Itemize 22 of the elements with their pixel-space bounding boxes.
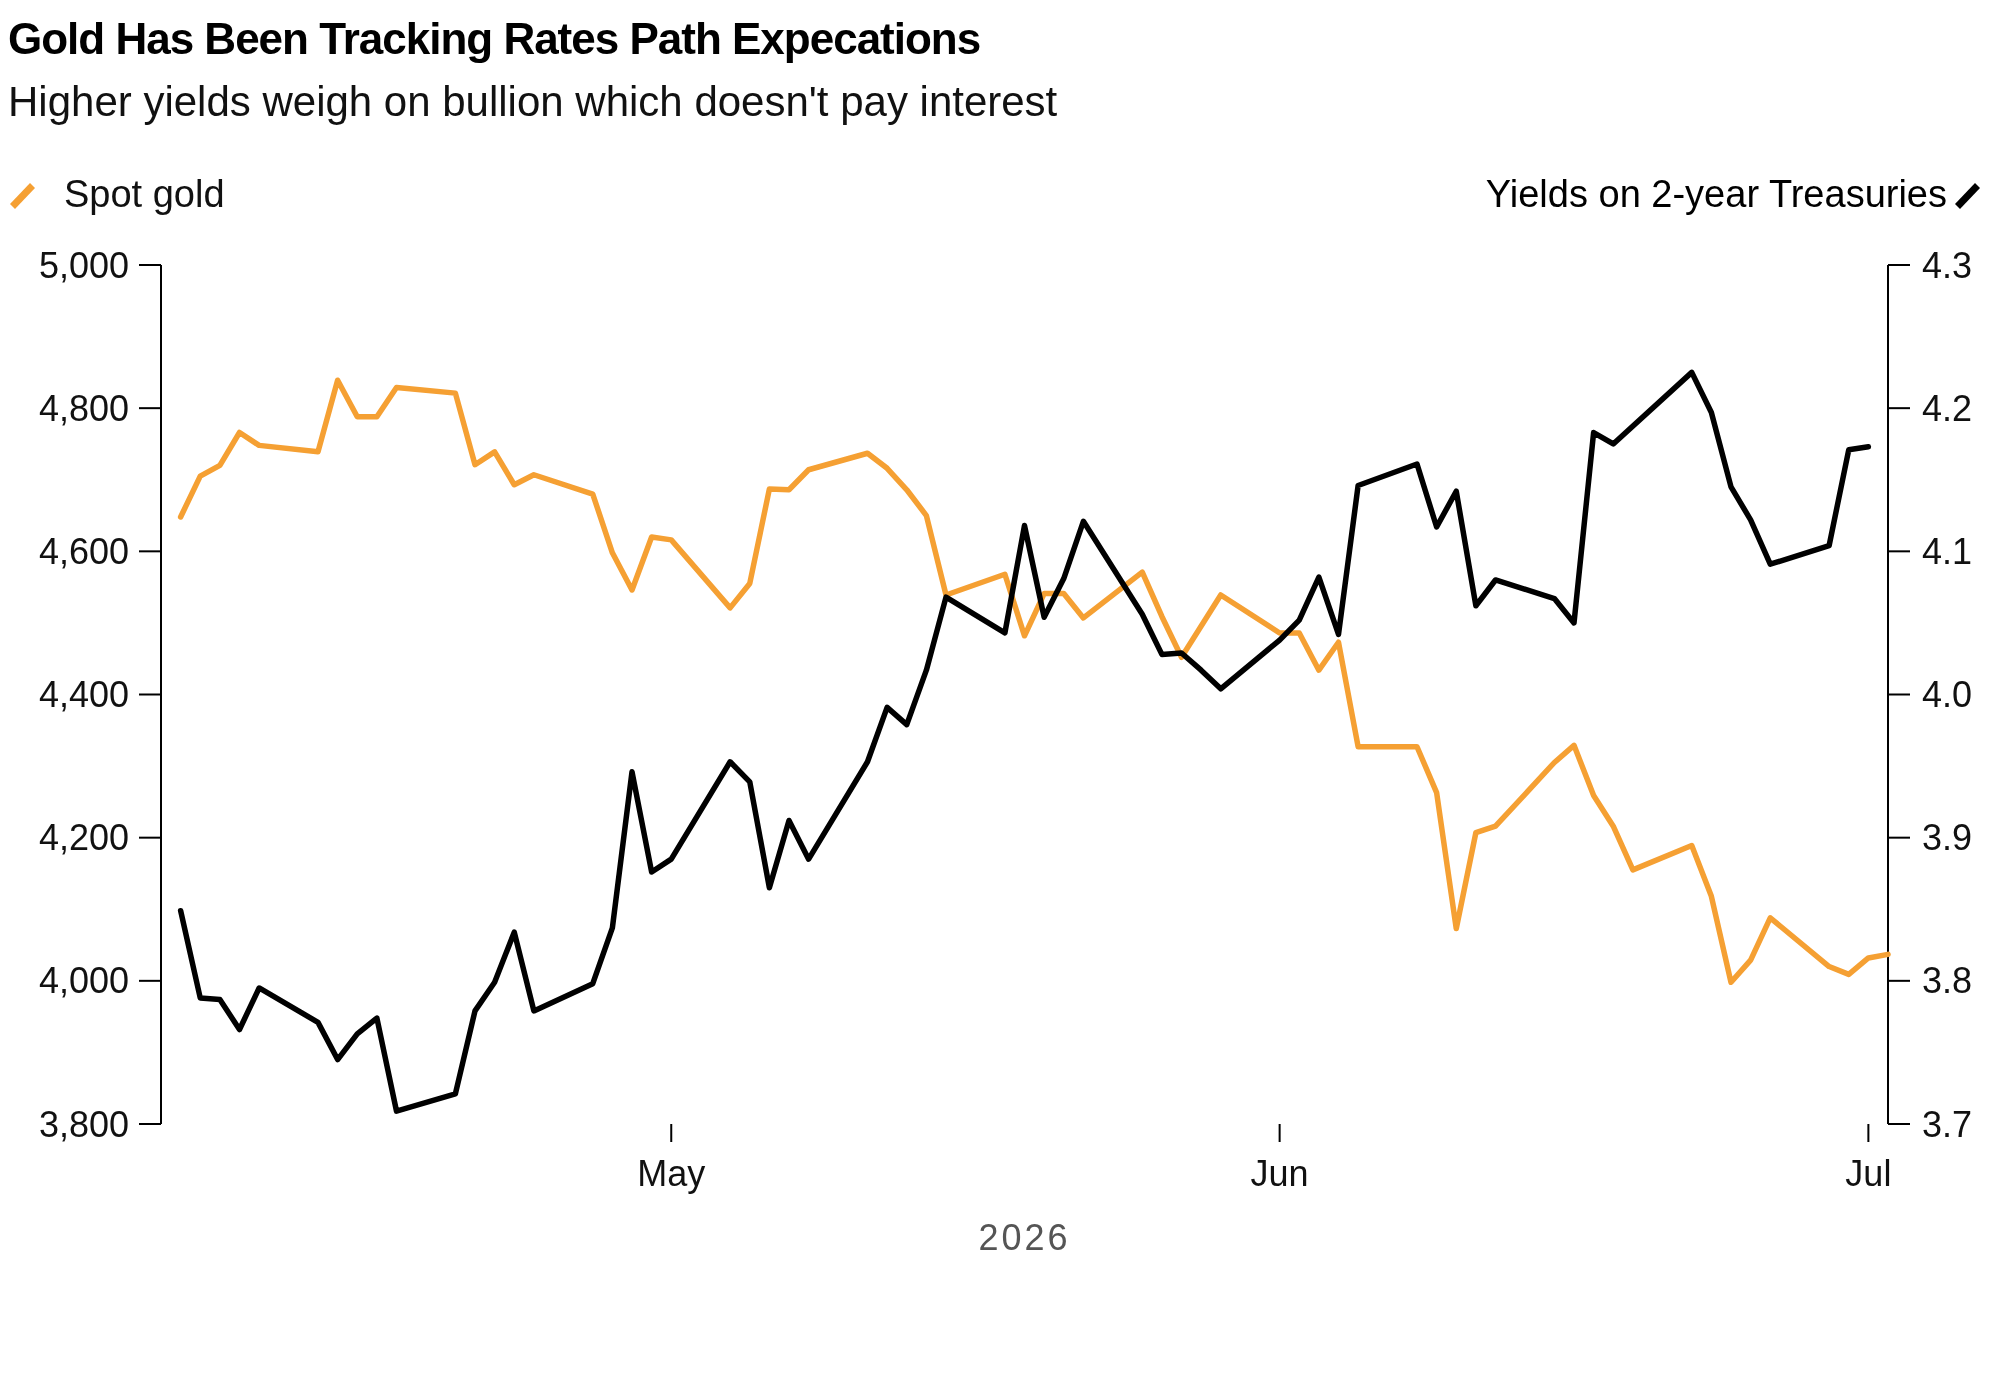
y-tick-label: 4,600 <box>38 530 129 572</box>
y2-tick-label: 3.7 <box>1922 1103 1973 1145</box>
y-tick-label: 4,200 <box>38 817 129 859</box>
text: Yields on 2-year Treasuries <box>1485 173 1947 215</box>
y2-tick-label: 3.8 <box>1922 960 1973 1002</box>
chart-subtitle: Higher yields weigh on bullion which doesn't pay interest <box>8 78 1058 125</box>
x-tick-label: Jul <box>1845 1153 1892 1194</box>
y-tick-label: 4,800 <box>38 387 129 429</box>
y-tick-label: 4,000 <box>38 960 129 1002</box>
x-axis-title: 2026 <box>978 1217 1071 1258</box>
y2-tick-label: 3.9 <box>1922 817 1973 859</box>
x-tick-label: May <box>637 1153 706 1194</box>
chart-title: Gold Has Been Tracking Rates Path Expecations <box>8 14 981 63</box>
y2-tick-label: 4.1 <box>1922 530 1973 572</box>
y-tick-label: 4,400 <box>38 674 129 716</box>
y2-tick-label: 4.2 <box>1922 387 1973 429</box>
y2-tick-label: 4.0 <box>1922 674 1973 716</box>
y2-tick-label: 4.3 <box>1922 244 1973 286</box>
x-tick-label: Jun <box>1250 1153 1309 1194</box>
y-tick-label: 3,800 <box>38 1103 129 1145</box>
legend-label: Spot gold <box>64 173 225 215</box>
y-tick-label: 5,000 <box>38 244 129 286</box>
